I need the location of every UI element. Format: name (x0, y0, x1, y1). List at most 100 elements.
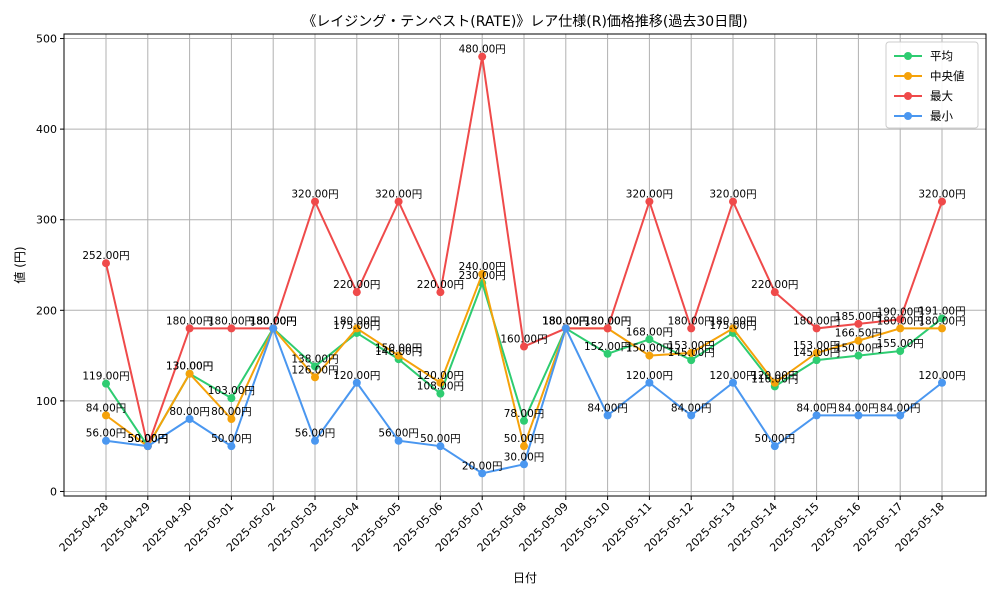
series-point-2 (311, 197, 319, 206)
data-label: 180.00円 (793, 315, 840, 327)
series-group (102, 52, 946, 478)
data-labels: 119.00円 50.00円 130.00円 103.00円 180.00円 138.00… (82, 44, 965, 473)
data-label: 175.00円 (333, 320, 380, 332)
series-point-1 (770, 378, 779, 387)
series-point-1 (311, 373, 319, 382)
series-point-3 (812, 411, 821, 420)
series-point-3 (770, 442, 779, 451)
series-point-3 (269, 324, 278, 333)
data-label: 180.00円 (584, 315, 631, 327)
grid-lines (64, 34, 986, 496)
data-label: 252.00円 (82, 250, 129, 262)
data-label: 50.00円 (128, 433, 169, 445)
series-point-1 (436, 378, 445, 387)
legend-label: 最大 (930, 89, 953, 103)
data-label: 180.00円 (709, 315, 756, 327)
data-label: 180.00円 (542, 315, 589, 327)
series-point-2 (729, 197, 737, 206)
series-point-2 (938, 197, 946, 206)
series-point-3 (352, 378, 361, 387)
data-label: 138.00円 (291, 353, 338, 365)
data-label: 103.00円 (208, 385, 255, 397)
data-label: 191.00円 (918, 305, 965, 317)
data-label: 126.00円 (291, 364, 338, 376)
data-label: 230.00円 (459, 270, 506, 282)
series-point-1 (394, 351, 403, 360)
series-point-0 (896, 347, 905, 356)
data-label: 120.00円 (751, 370, 798, 382)
data-label: 155.00円 (877, 338, 924, 350)
data-label: 145.00円 (793, 347, 840, 359)
data-label: 480.00円 (459, 44, 506, 56)
y-tick-label: 200 (36, 304, 57, 317)
legend-marker (904, 112, 912, 120)
series-point-2 (603, 324, 612, 333)
series-point-3 (645, 378, 654, 387)
y-tick-label: 400 (36, 123, 57, 136)
series-point-3 (687, 411, 696, 420)
series-point-2 (227, 324, 236, 333)
data-label: 180.00円 (250, 315, 297, 327)
data-label: 84.00円 (587, 402, 628, 414)
data-label: 190.00円 (877, 306, 924, 318)
legend-label: 平均 (930, 49, 953, 63)
data-label: 180.00円 (250, 315, 297, 327)
series-point-3 (436, 442, 445, 451)
series-point-3 (561, 324, 570, 333)
y-tick-label: 500 (36, 33, 57, 46)
series-point-3 (478, 469, 487, 478)
series-point-1 (812, 348, 821, 357)
data-label: 20.00円 (462, 460, 503, 472)
series-point-1 (645, 351, 654, 360)
data-label: 153.00円 (668, 340, 715, 352)
data-label: 220.00円 (417, 279, 464, 291)
data-label: 180.00円 (918, 315, 965, 327)
series-point-0 (687, 356, 696, 365)
data-label: 84.00円 (671, 402, 712, 414)
legend-marker (904, 52, 912, 60)
legend-label: 最小 (930, 109, 953, 123)
data-label: 160.00円 (500, 334, 547, 346)
data-label: 320.00円 (375, 189, 422, 201)
data-label: 150.00円 (375, 343, 422, 355)
data-label: 56.00円 (295, 428, 336, 440)
data-label: 56.00円 (86, 428, 127, 440)
series-point-0 (812, 356, 821, 365)
data-label: 320.00円 (918, 189, 965, 201)
series-point-2 (478, 52, 487, 61)
data-label: 80.00円 (211, 406, 252, 418)
y-axis-ticks: 0 100 200 300 400 500 (36, 33, 64, 498)
data-label: 180.00円 (542, 315, 589, 327)
series-point-3 (603, 411, 612, 420)
plot-area-frame (63, 33, 987, 497)
data-label: 145.00円 (668, 347, 715, 359)
data-label: 180.00円 (333, 315, 380, 327)
data-label: 152.00円 (584, 341, 631, 353)
data-label: 146.00円 (375, 346, 422, 358)
series-point-1 (938, 324, 946, 333)
series-point-3 (854, 411, 863, 420)
series-point-0 (436, 389, 445, 398)
data-label: 120.00円 (709, 370, 756, 382)
series-point-0 (311, 362, 319, 371)
data-label: 180.00円 (208, 315, 255, 327)
data-label: 78.00円 (504, 408, 545, 420)
legend-label: 中央値 (930, 69, 965, 83)
data-label: 185.00円 (835, 311, 882, 323)
y-axis-label: 値 (円) (12, 246, 27, 283)
data-label: 180.00円 (877, 315, 924, 327)
legend-marker (904, 72, 912, 80)
data-label: 166.50円 (835, 328, 882, 340)
series-point-3 (227, 442, 236, 451)
data-label: 80.00円 (169, 406, 210, 418)
series-point-1 (227, 415, 236, 423)
data-label: 320.00円 (291, 189, 338, 201)
series-point-3 (520, 460, 528, 469)
data-label: 180.00円 (542, 315, 589, 327)
legend-marker (904, 92, 912, 100)
series-point-3 (729, 378, 737, 387)
data-label: 180.00円 (584, 315, 631, 327)
data-label: 50.00円 (755, 433, 796, 445)
series-point-2 (185, 324, 194, 333)
